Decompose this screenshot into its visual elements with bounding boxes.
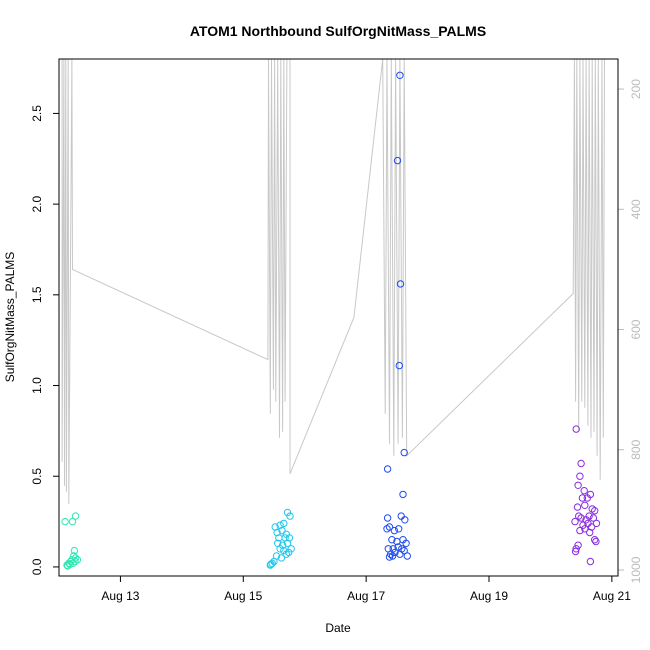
- x-tick-label: Aug 13: [101, 589, 139, 603]
- y-tick-label: 1.5: [30, 286, 44, 303]
- data-point: [286, 512, 294, 520]
- data-point: [571, 547, 580, 556]
- data-point: [388, 536, 396, 544]
- data-point: [403, 552, 411, 560]
- data-point: [580, 487, 588, 495]
- x-tick-label: Aug 19: [470, 589, 508, 603]
- data-point: [396, 550, 404, 558]
- data-point: [575, 512, 583, 520]
- data-point: [69, 559, 77, 567]
- data-point: [574, 541, 582, 549]
- data-point: [577, 514, 585, 522]
- data-point: [395, 525, 403, 533]
- data-point: [393, 156, 402, 165]
- data-point: [68, 517, 77, 526]
- data-point: [385, 553, 394, 561]
- data-point: [268, 559, 276, 567]
- series-3: [383, 71, 411, 561]
- data-point: [592, 537, 600, 546]
- chart-title: ATOM1 Northbound SulfOrgNitMass_PALMS: [190, 23, 486, 39]
- x-tick-label: Aug 21: [593, 589, 631, 603]
- data-point: [578, 494, 587, 502]
- data-point: [589, 514, 598, 522]
- x-axis-label: Date: [325, 621, 351, 635]
- y2-tick-label: 1000: [629, 556, 643, 583]
- series-2: [266, 508, 295, 569]
- y2-tick-label: 200: [629, 79, 643, 99]
- data-point: [586, 528, 594, 537]
- data-point: [267, 560, 275, 568]
- data-points-layer: [61, 71, 601, 570]
- data-point: [278, 526, 286, 535]
- data-point: [401, 516, 409, 524]
- data-point: [579, 521, 587, 529]
- data-point: [287, 545, 295, 553]
- data-point: [402, 539, 410, 547]
- data-point: [576, 526, 584, 535]
- data-point: [394, 543, 402, 551]
- data-point: [70, 546, 79, 555]
- data-point: [396, 71, 404, 80]
- data-point: [576, 472, 584, 480]
- y-tick-label: 2.5: [30, 105, 44, 122]
- data-point: [573, 503, 582, 511]
- y2-tick-label: 600: [629, 319, 643, 339]
- data-point: [400, 546, 408, 555]
- data-point: [70, 552, 78, 560]
- data-point: [399, 490, 407, 499]
- data-point: [71, 557, 79, 566]
- y-tick-label: 0.5: [30, 468, 44, 485]
- data-point: [591, 507, 599, 515]
- y2-tick-label: 800: [629, 439, 643, 459]
- data-point: [280, 519, 288, 528]
- data-point: [385, 523, 394, 531]
- data-point: [572, 545, 580, 553]
- x-tick-label: Aug 15: [224, 589, 262, 603]
- data-point: [396, 280, 405, 288]
- data-point: [581, 525, 589, 533]
- y-tick-label: 1.0: [30, 377, 44, 394]
- data-point: [400, 448, 408, 457]
- data-point: [276, 545, 284, 553]
- y2-tick-label: 400: [629, 199, 643, 219]
- data-point: [592, 519, 601, 528]
- data-point: [273, 528, 281, 537]
- data-point: [586, 557, 595, 566]
- series-4: [571, 425, 601, 566]
- data-point: [397, 512, 405, 520]
- x-tick-label: Aug 17: [347, 589, 385, 603]
- data-point: [61, 517, 69, 526]
- altitude-trace-line: [61, 59, 605, 504]
- axes-layer: Aug 13 Aug 15 Aug 17 Aug 19 Aug 21 0.0 0.5 1.0 1…: [30, 79, 643, 603]
- data-point: [585, 512, 593, 520]
- data-point: [581, 501, 589, 509]
- data-point: [571, 517, 579, 526]
- data-point: [71, 512, 80, 520]
- data-point: [277, 554, 286, 562]
- data-point: [390, 526, 399, 535]
- data-point: [73, 556, 82, 564]
- data-point: [283, 539, 292, 547]
- y-tick-label: 2.0: [30, 195, 44, 212]
- altitude-trace-layer: [61, 59, 605, 504]
- data-point: [574, 481, 582, 489]
- data-point: [383, 465, 392, 473]
- data-point: [591, 536, 599, 544]
- data-point: [388, 552, 397, 560]
- data-point: [577, 459, 585, 468]
- data-point: [586, 490, 595, 499]
- data-point: [383, 514, 392, 522]
- data-point: [572, 425, 580, 433]
- data-point: [395, 361, 403, 370]
- series-1: [61, 512, 82, 570]
- data-point: [282, 550, 290, 558]
- plot-frame: [58, 58, 619, 577]
- y-tick-label: 0.0: [30, 558, 44, 575]
- y-axis-label: SulfOrgNitMass_PALMS: [3, 252, 17, 382]
